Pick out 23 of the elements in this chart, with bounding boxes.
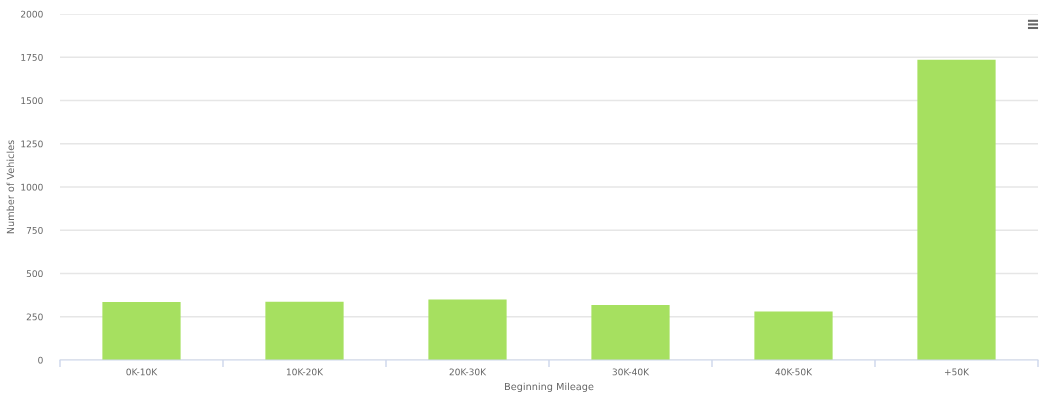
- y-tick-label: 1750: [21, 53, 43, 61]
- bar: [591, 304, 670, 360]
- y-tick-label: 1000: [21, 183, 43, 191]
- y-axis-title: Number of Vehicles: [6, 140, 15, 234]
- x-tick-label: 10K-20K: [286, 368, 324, 376]
- bar: [102, 302, 181, 360]
- bar: [428, 299, 507, 360]
- x-axis-title: Beginning Mileage: [505, 382, 594, 393]
- x-tick-label: +50K: [944, 368, 970, 376]
- y-tick-label: 1250: [21, 140, 43, 148]
- y-tick-label: 0: [38, 356, 43, 364]
- bar: [754, 311, 833, 360]
- x-tick-label: 30K-40K: [612, 368, 650, 376]
- bar: [917, 59, 996, 360]
- x-tick-label: 20K-30K: [449, 368, 487, 376]
- x-tick-label: 40K-50K: [775, 368, 813, 376]
- x-tick-label: 0K-10K: [126, 368, 158, 376]
- bar: [265, 301, 344, 360]
- y-tick-label: 750: [26, 226, 43, 234]
- y-tick-label: 1500: [21, 97, 43, 105]
- y-tick-label: 2000: [21, 10, 43, 18]
- y-tick-label: 500: [26, 270, 43, 278]
- y-tick-label: 250: [26, 313, 43, 321]
